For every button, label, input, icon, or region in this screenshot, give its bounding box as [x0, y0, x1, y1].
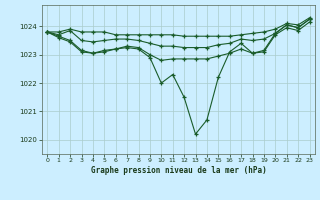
- X-axis label: Graphe pression niveau de la mer (hPa): Graphe pression niveau de la mer (hPa): [91, 166, 266, 175]
